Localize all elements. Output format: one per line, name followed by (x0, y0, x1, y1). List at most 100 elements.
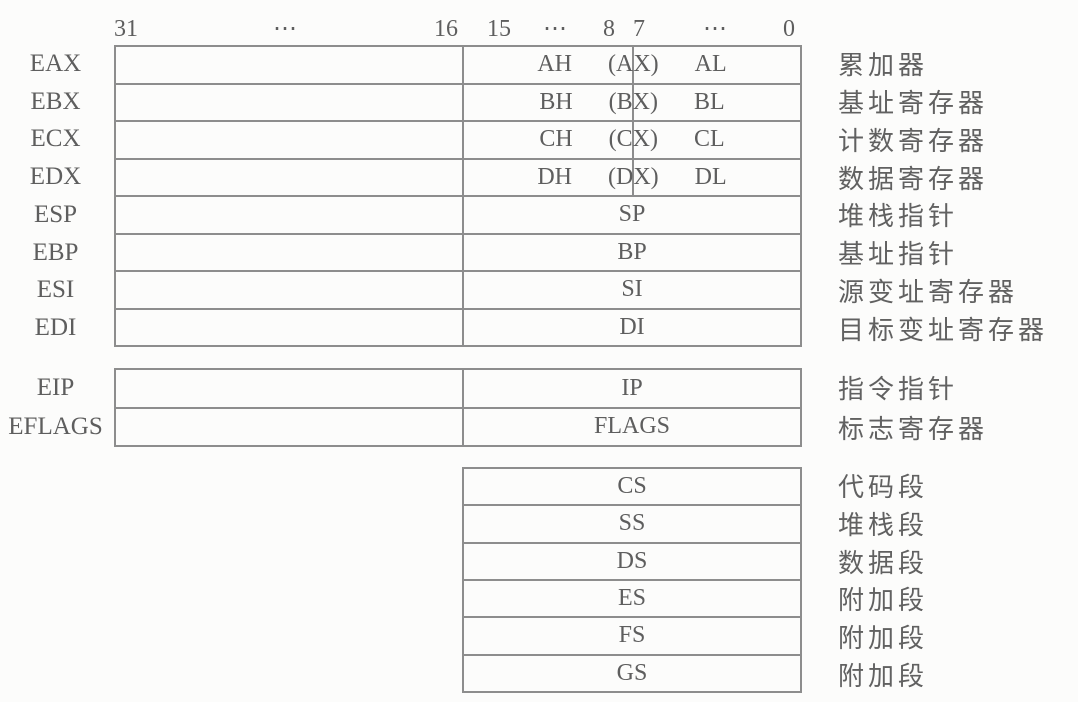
ecx-low-word-cell: CH (CX) CL (464, 122, 800, 158)
general-register-names: EAX EBX ECX EDX ESP EBP ESI EDI (0, 45, 111, 347)
esp-low-word-cell: SP (464, 197, 800, 233)
description-data-register: 数据寄存器 (838, 164, 989, 194)
pointer-register-names: EIP EFLAGS (0, 368, 111, 447)
word-label: IP (621, 374, 643, 401)
register-row-ecx: CH (CX) CL (116, 122, 800, 160)
pointer-register-descriptions: 指令指针 标志寄存器 (838, 368, 1076, 447)
segment-register-descriptions: 代码段 堆栈段 数据段 附加段 附加段 附加段 (838, 467, 1076, 693)
register-row-fs: FS (464, 618, 800, 656)
register-name-eflags: EFLAGS (8, 413, 103, 441)
description-data-segment: 数据段 (838, 548, 929, 578)
register-row-esi: SI (116, 272, 800, 310)
description-source-index: 源变址寄存器 (838, 277, 1019, 307)
word-label: BP (617, 238, 647, 265)
register-row-ds: DS (464, 544, 800, 581)
register-name-esi: ESI (36, 276, 75, 304)
bit-15-label: 15 (487, 16, 511, 42)
register-row-esp: SP (116, 197, 800, 235)
low-byte-label: AL (694, 51, 727, 78)
description-extra-segment: 附加段 (838, 661, 929, 691)
register-row-gs: GS (464, 656, 800, 691)
register-name-ebx: EBX (30, 87, 81, 115)
word-label: SI (621, 276, 643, 303)
ellipsis-label: ⋯ (543, 16, 567, 42)
ds-cell: DS (464, 544, 800, 579)
description-extra-segment: 附加段 (838, 624, 929, 654)
register-row-cs: CS (464, 469, 800, 507)
word-label: (CX) (608, 126, 658, 153)
register-name-esp: ESP (33, 200, 78, 228)
description-code-segment: 代码段 (838, 473, 929, 503)
general-registers-table: AH (AX) AL BH (BX) BL CH (CX) CL DH (DX) (114, 45, 802, 347)
bit-16-label: 16 (434, 16, 458, 42)
general-register-descriptions: 累加器 基址寄存器 计数寄存器 数据寄存器 堆栈指针 基址指针 源变址寄存器 目… (838, 45, 1076, 347)
ebp-low-word-cell: BP (464, 235, 800, 271)
register-row-edx: DH (DX) DL (116, 160, 800, 197)
word-label: (DX) (608, 163, 659, 190)
esi-low-word-cell: SI (464, 272, 800, 308)
eflags-low-word-cell: FLAGS (464, 409, 800, 446)
register-row-eflags: FLAGS (116, 409, 800, 446)
register-row-ss: SS (464, 506, 800, 544)
word-label: SP (618, 201, 646, 228)
register-row-ebp: BP (116, 235, 800, 272)
bit-ruler: 31 ⋯ 16 15 ⋯ 8 7 ⋯ 0 (0, 0, 1078, 44)
cs-cell: CS (464, 469, 800, 504)
word-label: DI (619, 313, 645, 340)
description-stack-segment: 堆栈段 (838, 511, 929, 540)
high-byte-label: CH (539, 126, 573, 153)
register-row-edi: DI (116, 310, 800, 346)
description-count-register: 计数寄存器 (838, 126, 989, 156)
word-label: (BX) (608, 88, 658, 115)
segment-register-label: FS (618, 622, 646, 649)
segment-register-label: CS (617, 473, 647, 500)
description-stack-pointer: 堆栈指针 (838, 202, 959, 232)
description-extra-segment: 附加段 (838, 586, 929, 616)
ss-cell: SS (464, 506, 800, 541)
ellipsis-label: ⋯ (273, 16, 297, 42)
gs-cell: GS (464, 656, 800, 691)
register-row-ebx: BH (BX) BL (116, 85, 800, 122)
segment-register-label: DS (616, 547, 648, 574)
register-row-es: ES (464, 581, 800, 619)
eip-low-word-cell: IP (464, 370, 800, 407)
register-name-eip: EIP (36, 373, 75, 401)
low-byte-label: DL (694, 163, 727, 190)
bit8-divider-line (632, 47, 634, 197)
high-byte-label: AH (537, 51, 572, 78)
register-name-edx: EDX (29, 163, 82, 191)
segment-registers-table: CS SS DS ES FS GS (462, 467, 802, 693)
es-cell: ES (464, 581, 800, 616)
low-byte-label: CL (694, 126, 725, 153)
low-byte-label: BL (694, 88, 725, 115)
register-name-edi: EDI (34, 314, 77, 342)
bit-0-label: 0 (783, 16, 795, 42)
register-name-ecx: ECX (30, 125, 81, 153)
pointer-registers-table: IP FLAGS (114, 368, 802, 447)
register-row-eax: AH (AX) AL (116, 47, 800, 85)
word-label: FLAGS (593, 413, 671, 440)
description-accumulator: 累加器 (838, 51, 929, 81)
high-byte-label: DH (537, 163, 572, 190)
word-label: (AX) (608, 51, 659, 78)
fs-cell: FS (464, 618, 800, 653)
edx-low-word-cell: DH (DX) DL (464, 160, 800, 196)
description-instruction-pointer: 指令指针 (838, 375, 959, 405)
segment-register-label: ES (617, 585, 646, 612)
register-name-eax: EAX (29, 49, 82, 77)
description-flags-register: 标志寄存器 (838, 414, 989, 444)
ellipsis-label: ⋯ (703, 16, 727, 42)
high-byte-label: BH (539, 88, 573, 115)
description-base-pointer: 基址指针 (838, 240, 959, 270)
segment-register-label: GS (616, 659, 648, 686)
edi-low-word-cell: DI (464, 310, 800, 346)
bit-7-label: 7 (633, 16, 645, 42)
description-base-register: 基址寄存器 (838, 89, 989, 119)
description-dest-index: 目标变址寄存器 (838, 315, 1049, 345)
bit-31-label: 31 (114, 16, 138, 42)
segment-register-label: SS (618, 510, 646, 537)
eax-low-word-cell: AH (AX) AL (464, 47, 800, 83)
register-name-ebp: EBP (32, 238, 79, 266)
register-row-eip: IP (116, 370, 800, 409)
